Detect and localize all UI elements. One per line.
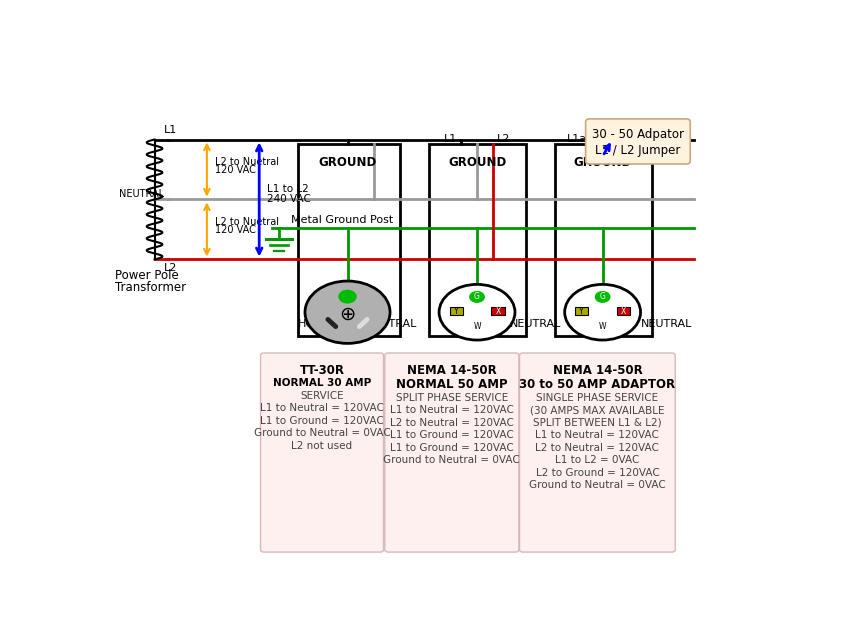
Text: W: W [473, 321, 481, 331]
Circle shape [595, 292, 610, 302]
Text: NEUTRAL: NEUTRAL [119, 189, 165, 199]
Text: L2 to Neutral = 120VAC: L2 to Neutral = 120VAC [535, 443, 659, 453]
Text: NEUTRAL: NEUTRAL [511, 318, 561, 328]
FancyBboxPatch shape [385, 353, 519, 552]
Circle shape [305, 281, 390, 343]
Text: L1 to L2 = 0VAC: L1 to L2 = 0VAC [555, 455, 640, 465]
Text: W: W [599, 321, 606, 331]
Text: Metal Ground Post: Metal Ground Post [290, 216, 392, 226]
Text: NEMA 14-50R: NEMA 14-50R [407, 364, 497, 377]
Text: L1b: L1b [619, 134, 639, 144]
Bar [430, 145, 526, 336]
Text: L1 to Neutral = 120VAC: L1 to Neutral = 120VAC [390, 406, 514, 416]
Text: L1 to Neutral = 120VAC: L1 to Neutral = 120VAC [535, 430, 659, 440]
Text: NORMAL 50 AMP: NORMAL 50 AMP [396, 378, 507, 391]
Text: L2: L2 [496, 134, 510, 144]
Bar [617, 307, 630, 315]
Text: L1: L1 [444, 134, 457, 144]
Text: L2 to Neutral = 120VAC: L2 to Neutral = 120VAC [390, 418, 514, 428]
Text: 120 VAC: 120 VAC [214, 226, 256, 235]
Text: SPLIT BETWEEN L1 & L2): SPLIT BETWEEN L1 & L2) [533, 418, 662, 428]
Text: Ground to Neutral = 0VAC: Ground to Neutral = 0VAC [529, 480, 666, 490]
Text: L1a: L1a [566, 134, 587, 144]
Text: Transformer: Transformer [116, 280, 187, 293]
Text: G: G [474, 292, 480, 302]
Text: X: X [621, 307, 626, 315]
Text: Y: Y [454, 307, 458, 315]
Text: L2 to Nuetral: L2 to Nuetral [214, 217, 279, 227]
Text: 120 VAC: 120 VAC [214, 165, 256, 175]
Text: L2 to Ground = 120VAC: L2 to Ground = 120VAC [535, 468, 659, 478]
Text: HOT: HOT [298, 318, 322, 328]
Text: NEUTRAL: NEUTRAL [366, 318, 418, 328]
Bar [555, 145, 652, 336]
Text: GROUND: GROUND [318, 156, 376, 169]
Text: NEMA 14-50R: NEMA 14-50R [553, 364, 642, 377]
FancyBboxPatch shape [586, 119, 690, 164]
Text: GROUND: GROUND [573, 156, 632, 169]
Text: Power Pole: Power Pole [116, 269, 179, 282]
Circle shape [339, 290, 356, 303]
Bar [491, 307, 505, 315]
Text: NORMAL 30 AMP: NORMAL 30 AMP [273, 378, 371, 388]
Circle shape [470, 292, 484, 302]
Text: SERVICE: SERVICE [300, 391, 344, 401]
Text: G: G [600, 292, 605, 302]
Text: 30 to 50 AMP ADAPTOR: 30 to 50 AMP ADAPTOR [519, 378, 675, 391]
Text: L2 not used: L2 not used [291, 441, 353, 451]
Text: TT-30R: TT-30R [300, 364, 344, 377]
Text: L1 to Ground = 120VAC: L1 to Ground = 120VAC [390, 443, 514, 453]
Text: SINGLE PHASE SERVICE: SINGLE PHASE SERVICE [536, 393, 658, 403]
Text: X: X [495, 307, 500, 315]
Circle shape [565, 284, 641, 340]
Text: 240 VAC: 240 VAC [267, 194, 311, 204]
Bar [575, 307, 588, 315]
Text: ⊕: ⊕ [339, 305, 355, 324]
Text: L2 to Nuetral: L2 to Nuetral [214, 157, 279, 167]
FancyBboxPatch shape [261, 353, 383, 552]
FancyBboxPatch shape [520, 353, 675, 552]
Text: GROUND: GROUND [448, 156, 506, 169]
Text: NEUTRAL: NEUTRAL [641, 318, 692, 328]
Text: Ground to Neutral = 0VAC: Ground to Neutral = 0VAC [254, 428, 391, 439]
Text: L1 to L2: L1 to L2 [267, 184, 309, 194]
Text: Y: Y [579, 307, 584, 315]
Bar [299, 145, 400, 336]
Text: (30 AMPS MAX AVAILABLE: (30 AMPS MAX AVAILABLE [530, 406, 664, 416]
Text: L1 to Ground = 120VAC: L1 to Ground = 120VAC [260, 416, 384, 426]
Text: L1 / L2 Jumper: L1 / L2 Jumper [595, 143, 680, 156]
Bar [450, 307, 463, 315]
Text: SPLIT PHASE SERVICE: SPLIT PHASE SERVICE [396, 393, 508, 403]
Text: Ground to Neutral = 0VAC: Ground to Neutral = 0VAC [383, 455, 520, 465]
Text: L1: L1 [165, 125, 177, 135]
Text: L2: L2 [165, 264, 178, 273]
Circle shape [439, 284, 515, 340]
Text: L1 to Ground = 120VAC: L1 to Ground = 120VAC [390, 430, 514, 440]
Text: L1 to Neutral = 120VAC: L1 to Neutral = 120VAC [260, 403, 384, 414]
Text: 30 - 50 Adpator: 30 - 50 Adpator [592, 128, 684, 141]
